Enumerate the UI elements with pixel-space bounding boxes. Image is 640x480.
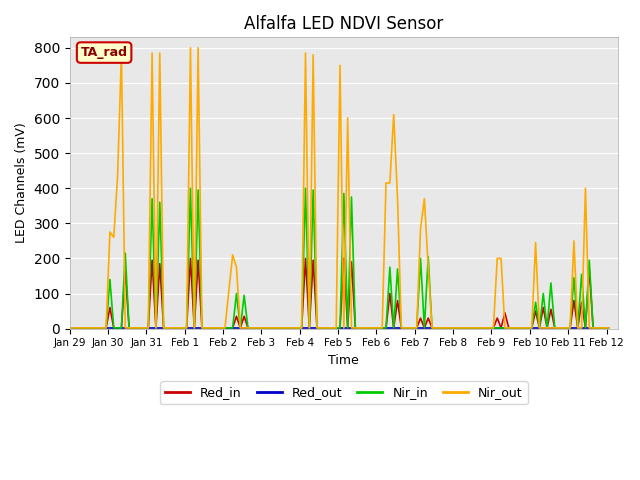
Red_in (605, 325, 612, 331)
Nir_in (187, 185, 195, 191)
Red_out (605, 325, 612, 331)
Nir_in (72, 325, 79, 331)
Legend: Red_in, Red_out, Nir_in, Nir_out: Red_in, Red_out, Nir_in, Nir_out (160, 382, 527, 405)
Nir_out (582, 185, 589, 191)
Red_in (99, 325, 106, 331)
Red_out (536, 325, 543, 331)
Red_out (244, 325, 252, 331)
Nir_out (187, 45, 195, 51)
Red_in (248, 325, 255, 331)
Nir_out (72, 325, 79, 331)
Red_out (524, 325, 532, 331)
Nir_out (248, 325, 255, 331)
Line: Nir_in: Nir_in (72, 188, 609, 328)
Red_out (578, 325, 586, 331)
Nir_out (540, 325, 547, 331)
Nir_in (540, 290, 547, 296)
Nir_out (99, 325, 106, 331)
Red_in (540, 305, 547, 311)
X-axis label: Time: Time (328, 354, 359, 367)
Nir_in (248, 325, 255, 331)
Red_in (528, 325, 536, 331)
Text: TA_rad: TA_rad (81, 46, 127, 59)
Nir_in (605, 325, 612, 331)
Nir_out (68, 325, 76, 331)
Red_in (68, 325, 76, 331)
Red_in (72, 325, 79, 331)
Y-axis label: LED Channels (mV): LED Channels (mV) (15, 122, 28, 243)
Nir_in (68, 325, 76, 331)
Nir_in (99, 325, 106, 331)
Red_out (68, 325, 76, 331)
Red_out (99, 325, 106, 331)
Red_out (72, 325, 79, 331)
Red_in (582, 325, 589, 331)
Nir_in (528, 325, 536, 331)
Red_in (187, 255, 195, 261)
Nir_in (582, 325, 589, 331)
Nir_out (605, 325, 612, 331)
Line: Red_in: Red_in (72, 258, 609, 328)
Nir_out (528, 325, 536, 331)
Title: Alfalfa LED NDVI Sensor: Alfalfa LED NDVI Sensor (244, 15, 444, 33)
Line: Nir_out: Nir_out (72, 48, 609, 328)
